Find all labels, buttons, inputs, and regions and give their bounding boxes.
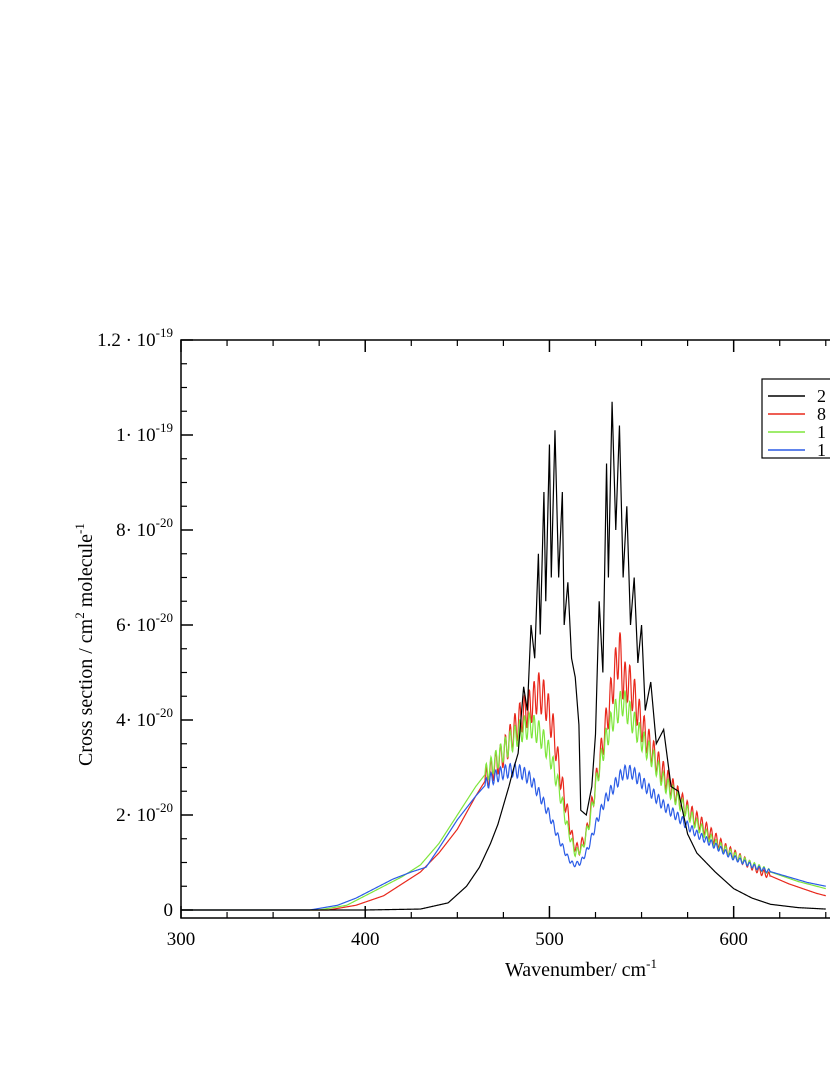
series-line-3 — [181, 690, 826, 911]
y-tick-label: 8· 10-20 — [116, 515, 173, 541]
series-line-2 — [181, 632, 826, 911]
y-axis-label: Cross section / cm2 molecule-1 — [72, 523, 97, 766]
y-tick-label: 1· 10-19 — [116, 420, 173, 446]
x-tick-label: 400 — [351, 929, 380, 950]
series-layer — [181, 401, 826, 911]
legend-label: 8 — [817, 404, 826, 424]
plot-frame — [180, 339, 830, 919]
y-tick-label: 4· 10-20 — [116, 705, 173, 731]
legend-label: 1 — [817, 422, 826, 442]
y-tick-label: 2· 10-20 — [116, 800, 173, 826]
series-line-4 — [181, 761, 826, 911]
x-tick-label: 600 — [719, 929, 748, 950]
legend-box — [761, 378, 830, 459]
axes-layer: 300 400 500 600 0 2· 10-20 4· 10-20 6· 10-20 8· … — [97, 325, 830, 950]
y-tick-label: 0 — [164, 900, 174, 921]
x-tick-label: 300 — [167, 929, 196, 950]
y-tick-label: 6· 10-20 — [116, 610, 173, 636]
series-line-1 — [181, 401, 826, 911]
legend-label: 1 — [817, 440, 826, 460]
x-tick-label: 500 — [535, 929, 564, 950]
x-axis-label: Wavenumber/ cm-1 — [505, 956, 657, 981]
y-tick-label: 1.2 · 10-19 — [97, 325, 173, 351]
legend-label: 2 — [817, 386, 826, 406]
